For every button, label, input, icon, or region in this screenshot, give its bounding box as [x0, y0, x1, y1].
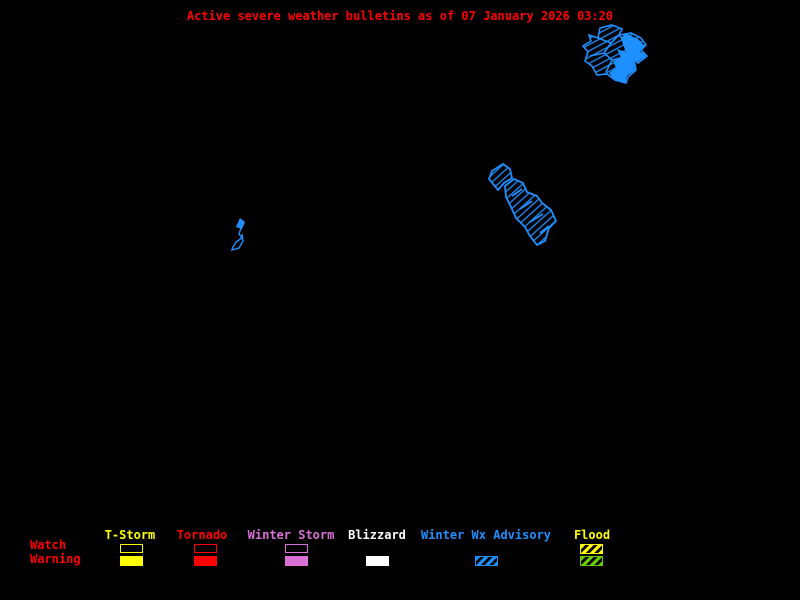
flood-warning-swatch	[580, 556, 603, 566]
tstorm-watch-swatch	[120, 544, 143, 553]
region-outline-hatched	[487, 162, 514, 192]
legend-label-tstorm: T-Storm	[104, 528, 156, 542]
winter-storm-warning-swatch	[285, 556, 308, 566]
winter-wx-advisory-region-central	[487, 162, 558, 247]
blizzard-warning-swatch	[366, 556, 389, 566]
winter-wx-advisory-region-northeast	[581, 24, 649, 84]
winter-wx-advisory-region-west	[230, 218, 245, 252]
winter-wx-advisory-warning-swatch	[475, 556, 498, 566]
legend-label-tornado: Tornado	[176, 528, 228, 542]
legend-label-winter-storm: Winter Storm	[247, 528, 335, 542]
tstorm-warning-swatch	[120, 556, 143, 566]
region-county-borders	[511, 188, 550, 234]
legend-row-label-watch: Watch	[30, 538, 67, 552]
region-solid-patch	[236, 218, 245, 229]
legend-label-blizzard: Blizzard	[348, 528, 406, 542]
tornado-warning-swatch	[194, 556, 217, 566]
flood-watch-swatch	[580, 544, 603, 554]
legend-label-flood: Flood	[573, 528, 611, 542]
region-outline-hatched	[504, 177, 558, 247]
winter-storm-watch-swatch	[285, 544, 308, 553]
tornado-watch-swatch	[194, 544, 217, 553]
legend-row-label-warning: Warning	[30, 552, 81, 566]
region-outline	[230, 227, 244, 252]
legend-label-winter-wx-advisory: Winter Wx Advisory	[420, 528, 552, 542]
region-solid-patch	[609, 33, 646, 83]
page-title: Active severe weather bulletins as of 07…	[186, 9, 614, 23]
